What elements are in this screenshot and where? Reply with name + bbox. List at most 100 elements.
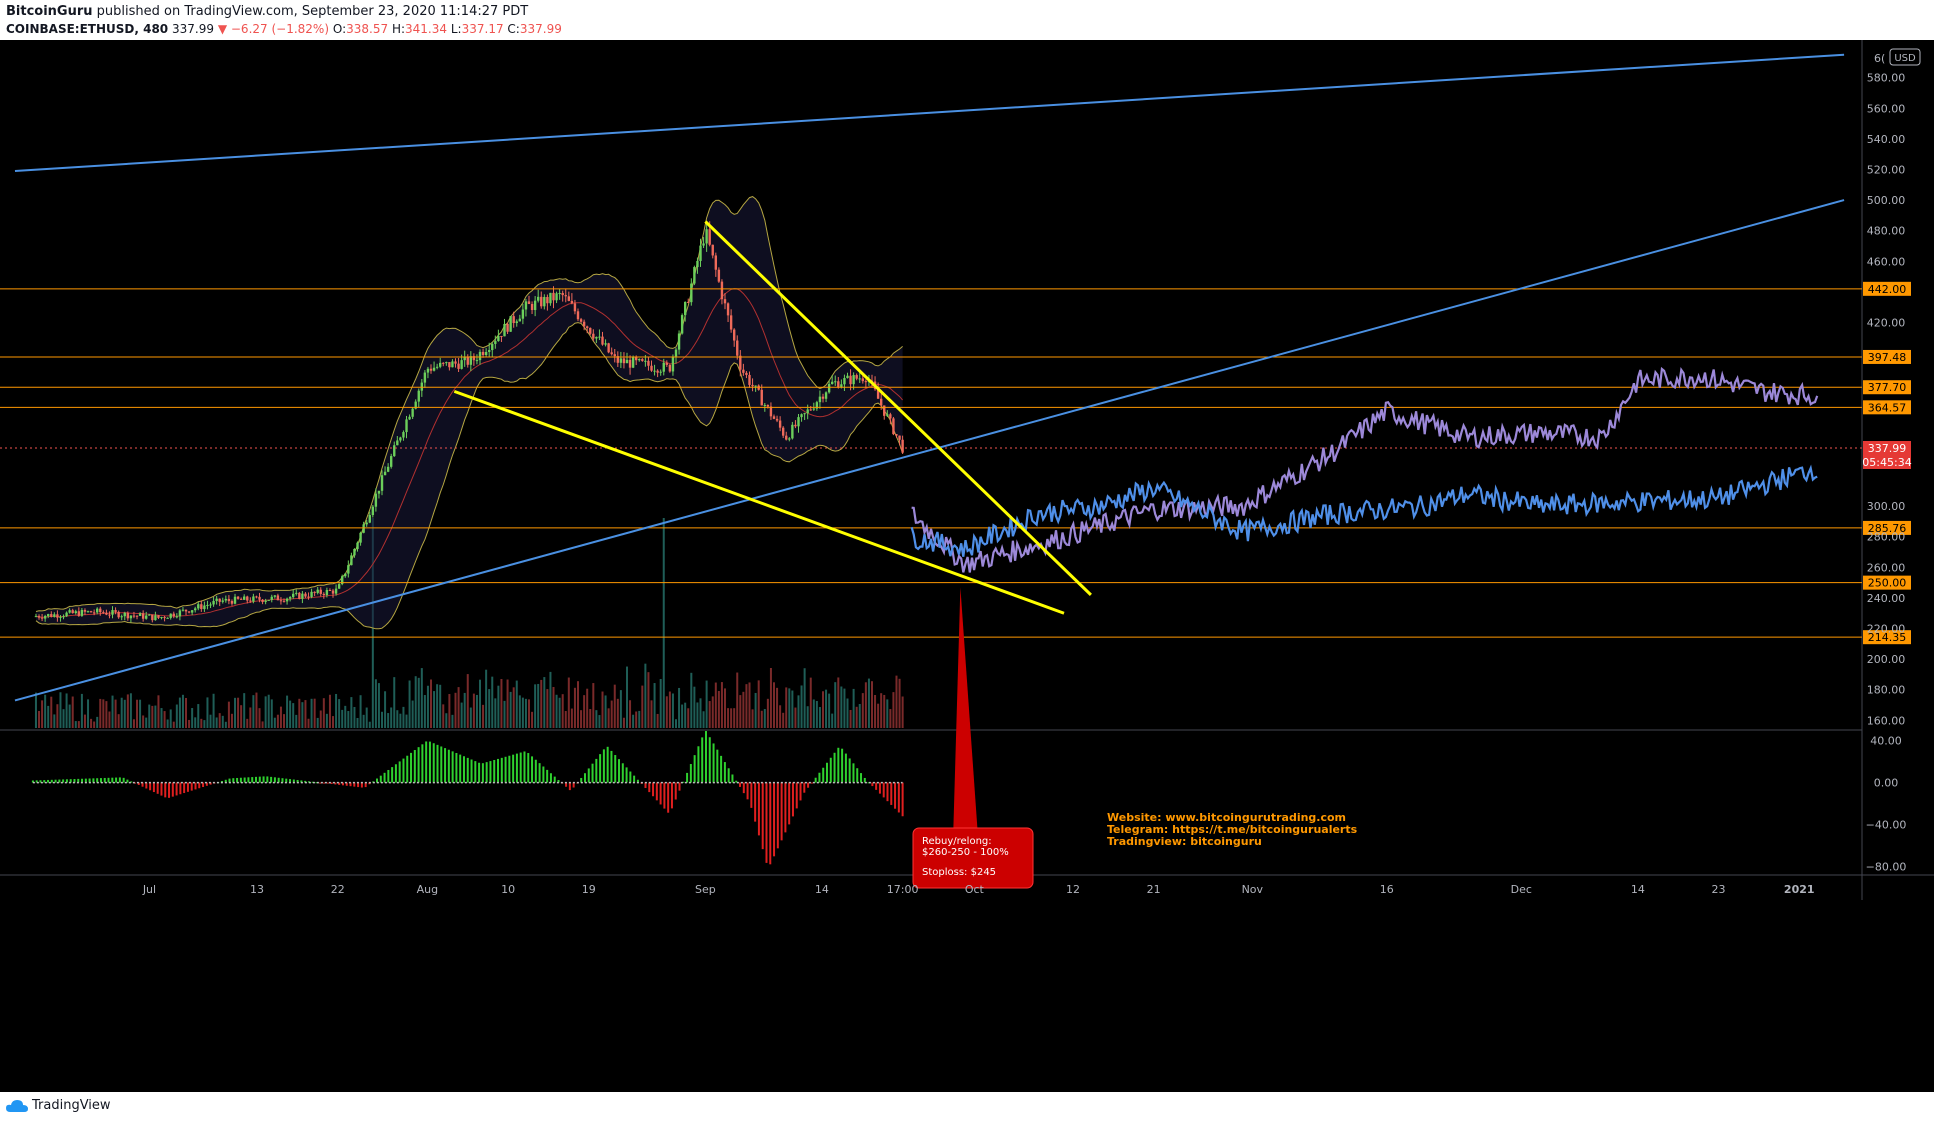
macd-histogram-bar <box>341 782 344 786</box>
candle-body <box>546 297 549 304</box>
chart-area[interactable]: 442.00 397.48 377.70 364.57 285.76 250.00 214.… <box>0 40 1934 1092</box>
candle-body <box>399 437 402 441</box>
macd-histogram-bar <box>504 756 507 783</box>
candle-body <box>389 456 393 467</box>
volume-bar <box>531 711 534 728</box>
candle-body <box>579 319 583 322</box>
volume-bar <box>861 693 864 728</box>
volume-bar <box>518 695 521 728</box>
candle-body <box>659 371 662 373</box>
macd-histogram-bar <box>534 759 537 783</box>
volume-bar <box>809 677 812 728</box>
macd-histogram-bar <box>304 780 307 783</box>
volume-bar <box>678 687 681 728</box>
candle-body <box>371 506 375 516</box>
volume-bar <box>417 677 420 728</box>
candle-body <box>830 381 834 385</box>
volume-bar <box>200 718 203 728</box>
chart-svg[interactable]: 442.00 397.48 377.70 364.57 285.76 250.00 214.… <box>0 40 1934 1092</box>
macd-histogram-bar <box>425 741 428 783</box>
volume-bar <box>794 707 797 728</box>
candle-body <box>77 611 81 616</box>
volume-bar <box>362 714 365 728</box>
macd-histogram-bar <box>727 768 730 783</box>
volume-bar <box>586 688 589 728</box>
volume-bar <box>889 709 892 728</box>
volume-bar <box>436 684 439 728</box>
volume-bar <box>120 697 123 728</box>
wedge-line[interactable] <box>453 389 1065 615</box>
tradingview-logo[interactable]: TradingView <box>6 1098 111 1113</box>
candle-body <box>644 360 647 362</box>
trend-line[interactable] <box>14 53 1845 173</box>
volume-bar <box>521 697 524 728</box>
candle-body <box>319 589 322 594</box>
author-name[interactable]: BitcoinGuru <box>6 4 93 19</box>
volume-bar <box>252 695 255 728</box>
callout-box[interactable] <box>912 827 1034 889</box>
volume-bar <box>748 682 751 728</box>
currency-label: USD <box>1894 53 1916 64</box>
macd-histogram-bar <box>440 746 443 783</box>
volume-bar <box>583 695 586 728</box>
x-tick-label: 2021 <box>1784 883 1815 896</box>
macd-histogram-bar <box>606 746 609 783</box>
volume-bar <box>325 713 328 728</box>
symbol-label[interactable]: COINBASE:ETHUSD, 480 <box>6 22 169 36</box>
macd-histogram-bar <box>765 782 768 863</box>
macd-histogram-bar <box>693 755 696 783</box>
candle-body <box>102 612 105 614</box>
volume-bar <box>408 680 411 728</box>
x-tick-label: 14 <box>815 883 829 896</box>
volume-bar <box>212 693 215 728</box>
volume-bar <box>524 698 527 728</box>
candle-body <box>595 336 598 339</box>
candle-body <box>561 293 564 296</box>
candle-body <box>279 600 283 602</box>
volume-bar <box>234 697 237 728</box>
macd-histogram-bar <box>791 782 794 817</box>
candle-body <box>794 424 797 427</box>
volume-bar <box>601 691 604 728</box>
candle-body <box>702 243 705 246</box>
candle-body <box>687 301 690 303</box>
trend-line[interactable] <box>14 199 1845 702</box>
volume-bar <box>699 698 702 728</box>
volume-bar <box>65 693 68 728</box>
volume-bar <box>791 690 794 728</box>
volume-bar <box>595 710 598 728</box>
bar-countdown-label: 05:45:34 <box>1862 456 1911 469</box>
candle-body <box>138 613 142 616</box>
candle-body <box>166 617 169 619</box>
candle-body <box>809 409 812 411</box>
macd-histogram-bar <box>417 747 420 783</box>
volume-bar <box>883 694 886 728</box>
volume-bar <box>549 671 552 728</box>
macd-histogram-bar <box>652 782 655 797</box>
wedge-line[interactable] <box>704 220 1092 596</box>
candle-body <box>442 362 445 364</box>
candle-body <box>255 596 258 598</box>
volume-bar <box>494 698 497 728</box>
volume-bar <box>696 702 699 728</box>
volume-bar <box>215 717 218 728</box>
volume-bar <box>788 688 791 728</box>
candle-body <box>414 401 417 409</box>
currency-badge[interactable] <box>1889 48 1921 66</box>
macd-histogram-bar <box>149 782 152 791</box>
volume-bar <box>598 715 601 728</box>
volume-bar <box>105 701 108 728</box>
volume-bar <box>209 714 212 728</box>
candle-body <box>515 321 518 324</box>
macd-histogram-bar <box>497 758 500 783</box>
volume-bar <box>895 675 898 728</box>
volume-bar <box>102 699 105 728</box>
candle-body <box>264 600 267 603</box>
macd-histogram-bar <box>323 782 326 784</box>
candle-body <box>567 296 571 301</box>
volume-bar <box>717 690 720 728</box>
macd-histogram-bar <box>141 782 144 787</box>
volume-bar <box>534 684 537 728</box>
volume-bar <box>377 683 380 728</box>
candle-body <box>47 614 50 617</box>
